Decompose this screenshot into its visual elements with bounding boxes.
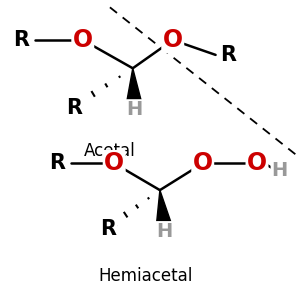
Text: Acetal: Acetal <box>84 142 136 160</box>
Text: O: O <box>193 152 213 176</box>
Text: O: O <box>163 28 183 52</box>
Text: O: O <box>73 28 93 52</box>
Text: H: H <box>126 100 142 119</box>
Polygon shape <box>126 68 142 106</box>
Text: R: R <box>14 30 29 50</box>
Text: H: H <box>156 222 172 241</box>
Polygon shape <box>156 190 172 228</box>
Text: O: O <box>104 152 124 176</box>
Text: O: O <box>247 152 267 176</box>
Text: R: R <box>220 45 236 65</box>
Text: Hemiacetal: Hemiacetal <box>98 267 193 285</box>
Text: H: H <box>272 161 288 180</box>
Text: R: R <box>66 98 82 118</box>
Text: R: R <box>100 219 116 239</box>
Text: R: R <box>49 153 65 173</box>
